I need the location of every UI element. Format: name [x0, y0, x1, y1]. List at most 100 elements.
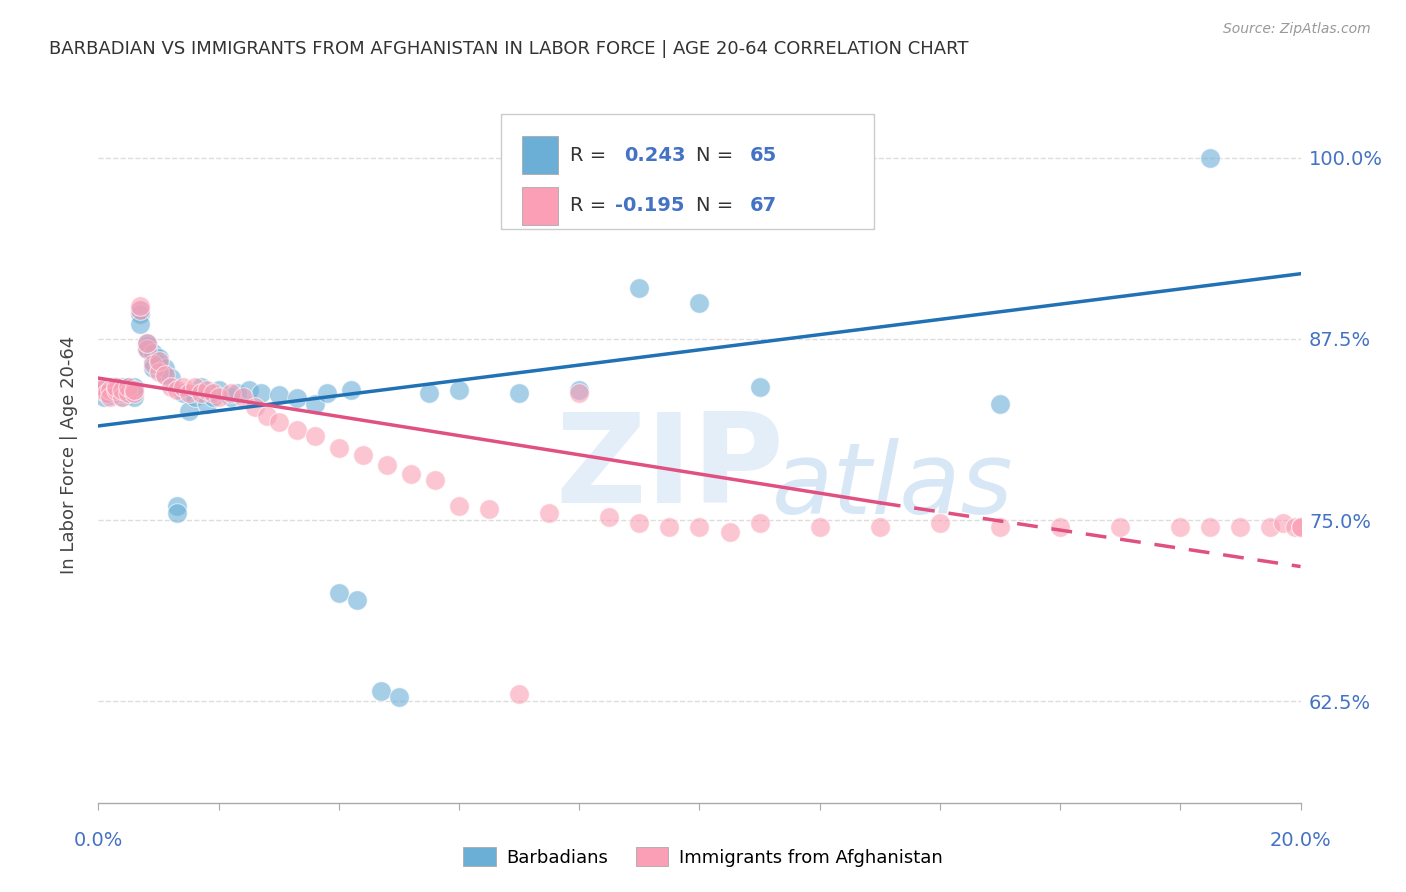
Text: 0.0%: 0.0%: [73, 830, 124, 850]
Point: [124, 380, 146, 394]
Point: [117, 385, 139, 400]
Point: [1199, 151, 1222, 165]
Point: [148, 351, 170, 365]
Point: [153, 368, 176, 383]
Point: [135, 336, 157, 351]
Point: [1289, 520, 1312, 534]
Point: [1260, 520, 1282, 534]
Text: Source: ZipAtlas.com: Source: ZipAtlas.com: [1223, 22, 1371, 37]
Text: 67: 67: [749, 196, 778, 215]
Point: [129, 318, 152, 332]
Point: [124, 390, 146, 404]
Point: [93, 380, 115, 394]
Point: [219, 390, 242, 404]
Point: [418, 385, 440, 400]
Point: [117, 380, 139, 394]
Point: [93, 390, 115, 404]
Point: [328, 585, 350, 599]
Point: [93, 383, 115, 397]
Bar: [522, 136, 558, 174]
Point: [370, 684, 392, 698]
Point: [153, 360, 176, 375]
FancyBboxPatch shape: [501, 114, 873, 229]
Point: [166, 499, 188, 513]
Point: [141, 360, 163, 375]
Point: [111, 383, 134, 397]
Text: R =: R =: [569, 196, 612, 215]
Bar: [522, 186, 558, 225]
Point: [256, 409, 278, 423]
Point: [159, 371, 181, 385]
Point: [148, 365, 170, 379]
Point: [111, 380, 134, 394]
Point: [141, 357, 163, 371]
Point: [988, 520, 1011, 534]
Point: [478, 501, 501, 516]
Point: [105, 380, 128, 394]
Point: [1170, 520, 1192, 534]
Point: [208, 390, 231, 404]
Point: [105, 383, 128, 397]
Point: [172, 380, 194, 394]
Point: [1109, 520, 1132, 534]
Point: [153, 368, 176, 383]
Point: [249, 385, 271, 400]
Point: [1284, 520, 1306, 534]
Point: [267, 415, 290, 429]
Text: N =: N =: [696, 196, 740, 215]
Point: [148, 357, 170, 371]
Point: [166, 383, 188, 397]
Text: -0.195: -0.195: [616, 196, 685, 215]
Point: [190, 380, 212, 394]
Point: [177, 404, 200, 418]
Text: 65: 65: [749, 145, 778, 165]
Point: [124, 385, 146, 400]
Point: [929, 516, 952, 530]
Text: 20.0%: 20.0%: [1270, 830, 1331, 850]
Point: [352, 448, 374, 462]
Text: N =: N =: [696, 145, 740, 165]
Point: [447, 499, 470, 513]
Point: [304, 397, 326, 411]
Point: [100, 383, 122, 397]
Point: [628, 281, 651, 295]
Point: [1049, 520, 1071, 534]
Text: ZIP: ZIP: [555, 409, 785, 529]
Point: [100, 390, 122, 404]
Point: [538, 506, 561, 520]
Point: [183, 390, 205, 404]
Point: [90, 383, 112, 397]
Point: [135, 336, 157, 351]
Point: [177, 385, 200, 400]
Point: [658, 520, 681, 534]
Point: [328, 441, 350, 455]
Point: [148, 353, 170, 368]
Point: [689, 295, 711, 310]
Text: R =: R =: [569, 145, 612, 165]
Point: [1289, 520, 1312, 534]
Point: [315, 385, 337, 400]
Point: [135, 342, 157, 356]
Point: [195, 383, 218, 397]
Point: [304, 429, 326, 443]
Point: [135, 342, 157, 356]
Point: [190, 385, 212, 400]
Point: [141, 346, 163, 360]
Point: [96, 385, 118, 400]
Point: [183, 380, 205, 394]
Point: [628, 516, 651, 530]
Point: [117, 385, 139, 400]
Point: [238, 383, 260, 397]
Point: [568, 385, 591, 400]
Point: [117, 383, 139, 397]
Point: [105, 385, 128, 400]
Point: [340, 383, 363, 397]
Point: [129, 302, 152, 317]
Point: [195, 397, 218, 411]
Point: [243, 400, 266, 414]
Point: [219, 385, 242, 400]
Point: [718, 524, 741, 539]
Point: [988, 397, 1011, 411]
Point: [100, 388, 122, 402]
Point: [375, 458, 398, 472]
